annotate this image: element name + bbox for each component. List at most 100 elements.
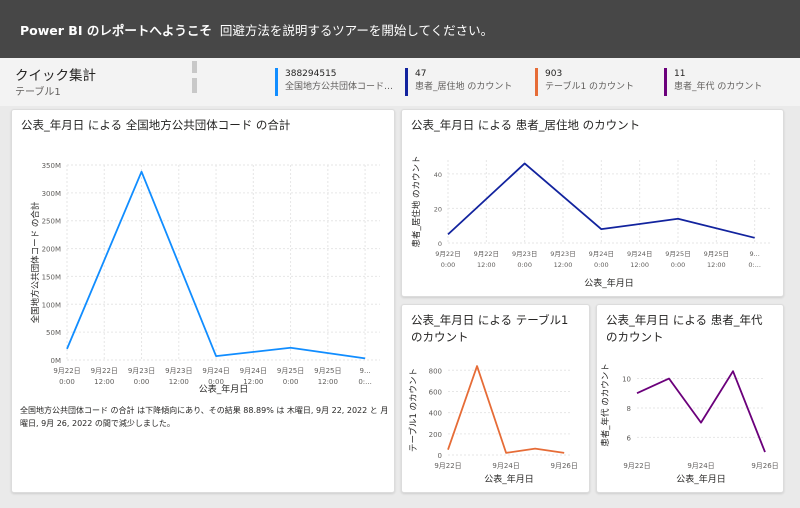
x-tick-label: 12:00 <box>318 378 338 386</box>
x-tick-label: 9月23日 <box>550 250 575 258</box>
series-line <box>636 370 766 453</box>
y-tick-label: 50M <box>46 329 61 337</box>
chart-card-code-sum[interactable]: 公表_年月日 による 全国地方公共団体コード の合計 0M 50M 100M 150M… <box>11 109 395 493</box>
x-tick-label: 9月24日 <box>240 367 267 375</box>
x-tick-label: 12:00 <box>707 261 726 269</box>
x-axis-title: 公表_年月日 <box>584 277 634 289</box>
x-tick-label: 9月25日 <box>314 367 341 375</box>
quick-summary: クイック集計 テーブル1 388294515 全国地方公共団体コード… 47 患… <box>0 58 800 106</box>
y-tick-label: 40 <box>434 171 442 179</box>
kpi-code-sum[interactable]: 388294515 全国地方公共団体コード… <box>275 68 393 96</box>
chart-card-table1-count[interactable]: 公表_年月日 による テーブル1 のカウント 0 200 400 600 800 9月22日… <box>401 304 590 493</box>
smart-narrative: 全国地方公共団体コード の合計 は下降傾向にあり、その結果 88.89% は 木… <box>20 406 389 428</box>
kpi-value: 388294515 <box>285 69 337 79</box>
y-tick-label: 8 <box>627 405 631 413</box>
x-tick-label: 0:00 <box>517 261 532 269</box>
y-tick-label: 10 <box>622 376 631 384</box>
y-tick-label: 0 <box>438 240 442 248</box>
kpi-age-count[interactable]: 11 患者_年代 のカウント <box>664 68 762 96</box>
kpi-value: 903 <box>545 69 563 79</box>
x-tick-label: 12:00 <box>554 261 573 269</box>
y-tick-label: 0M <box>51 357 62 365</box>
x-tick-label: 9月24日 <box>589 250 614 258</box>
line-chart-residence-count[interactable]: 0 20 40 9月22日 0:00 9月22日 12:00 9月23日 0:00 9月23日 12… <box>402 110 784 297</box>
x-tick-label: 9月25日 <box>665 250 690 258</box>
separator <box>192 78 197 93</box>
x-axis-title: 公表_年月日 <box>484 473 534 485</box>
kpi-label: 患者_居住地 のカウント <box>415 82 513 92</box>
x-tick-label: 9月22日 <box>91 367 118 375</box>
series-line <box>447 365 565 454</box>
y-axis-title: 全国地方公共団体コード の合計 <box>30 201 41 323</box>
x-tick-label: 12:00 <box>94 378 114 386</box>
x-tick-label: 12:00 <box>243 378 263 386</box>
x-tick-label: 9月24日 <box>492 462 519 470</box>
y-tick-label: 600 <box>429 388 442 396</box>
x-tick-label: 9月26日 <box>551 462 578 470</box>
y-tick-label: 6 <box>627 434 632 442</box>
x-tick-label: 0:00 <box>134 378 150 386</box>
x-tick-label: 9月26日 <box>751 462 778 470</box>
x-tick-label: 9月22日 <box>53 367 80 375</box>
chart-title: 公表_年月日 による 患者_年代 のカウント <box>606 313 763 344</box>
y-tick-label: 400 <box>429 410 442 418</box>
y-tick-label: 300M <box>42 190 61 198</box>
chart-title: 公表_年月日 による テーブル1 のカウント <box>411 313 569 344</box>
series-line <box>66 170 366 360</box>
x-tick-label: 0:... <box>358 378 372 386</box>
y-tick-label: 100M <box>42 301 61 309</box>
x-tick-label: 0:00 <box>671 261 686 269</box>
kpi-table1-count[interactable]: 903 テーブル1 のカウント <box>535 68 634 96</box>
line-chart-code-sum[interactable]: 0M 50M 100M 150M 200M 250M 300M 350M 9月22日 0:00 9月… <box>12 110 395 493</box>
chart-card-residence-count[interactable]: 公表_年月日 による 患者_居住地 のカウント 0 20 40 9月22日 0:00 9月… <box>401 109 784 297</box>
banner-message: 回避方法を説明するツアーを開始してください。 <box>219 22 494 38</box>
separator <box>192 61 197 73</box>
y-tick-label: 20 <box>434 205 442 213</box>
y-tick-label: 0 <box>438 452 442 460</box>
x-tick-label: 9月22日 <box>474 250 499 258</box>
x-tick-label: 0:00 <box>283 378 299 386</box>
x-tick-label: 9... <box>749 250 759 258</box>
x-tick-label: 12:00 <box>169 378 189 386</box>
x-tick-label: 12:00 <box>477 261 496 269</box>
x-tick-label: 9月22日 <box>434 462 461 470</box>
kpi-residence-count[interactable]: 47 患者_居住地 のカウント <box>405 68 512 96</box>
x-axis-title: 公表_年月日 <box>676 473 726 485</box>
x-tick-label: 9... <box>360 367 371 375</box>
y-tick-label: 250M <box>42 218 61 226</box>
banner-app-title: Power BI のレポートへようこそ <box>20 22 212 38</box>
y-tick-label: 200M <box>42 246 61 254</box>
x-tick-label: 9月25日 <box>704 250 729 258</box>
x-tick-label: 9月24日 <box>627 250 652 258</box>
x-tick-label: 9月22日 <box>435 250 460 258</box>
x-tick-label: 0:00 <box>594 261 609 269</box>
welcome-banner[interactable]: Power BI のレポートへようこそ 回避方法を説明するツアーを開始してくださ… <box>0 0 800 58</box>
chart-card-age-count[interactable]: 公表_年月日 による 患者_年代 のカウント 6 8 10 9月22日 9月24日 9月26… <box>596 304 784 493</box>
y-tick-label: 800 <box>429 367 442 375</box>
x-tick-label: 0:00 <box>208 378 224 386</box>
x-tick-label: 0:00 <box>441 261 456 269</box>
y-axis-title: テーブル1 のカウント <box>408 368 419 452</box>
x-tick-label: 0:00 <box>59 378 75 386</box>
kpi-label: 全国地方公共団体コード… <box>285 82 394 92</box>
x-tick-label: 9月23日 <box>512 250 537 258</box>
chart-title: 公表_年月日 による 患者_居住地 のカウント <box>411 118 641 132</box>
x-tick-label: 9月24日 <box>687 462 714 470</box>
y-tick-label: 200 <box>429 431 442 439</box>
summary-title: クイック集計 <box>15 68 96 84</box>
x-tick-label: 0:... <box>748 261 761 269</box>
x-tick-label: 9月25日 <box>277 367 304 375</box>
x-axis-title: 公表_年月日 <box>199 383 249 395</box>
kpi-value: 47 <box>415 69 427 79</box>
kpi-value: 11 <box>674 69 686 79</box>
kpi-label: テーブル1 のカウント <box>545 82 635 92</box>
kpi-label: 患者_年代 のカウント <box>674 82 763 92</box>
y-axis-title: 患者_年代 のカウント <box>600 363 611 446</box>
x-tick-label: 12:00 <box>630 261 649 269</box>
series-line <box>447 162 755 239</box>
x-tick-label: 9月24日 <box>202 367 229 375</box>
x-tick-label: 9月23日 <box>165 367 192 375</box>
y-tick-label: 350M <box>42 162 61 170</box>
